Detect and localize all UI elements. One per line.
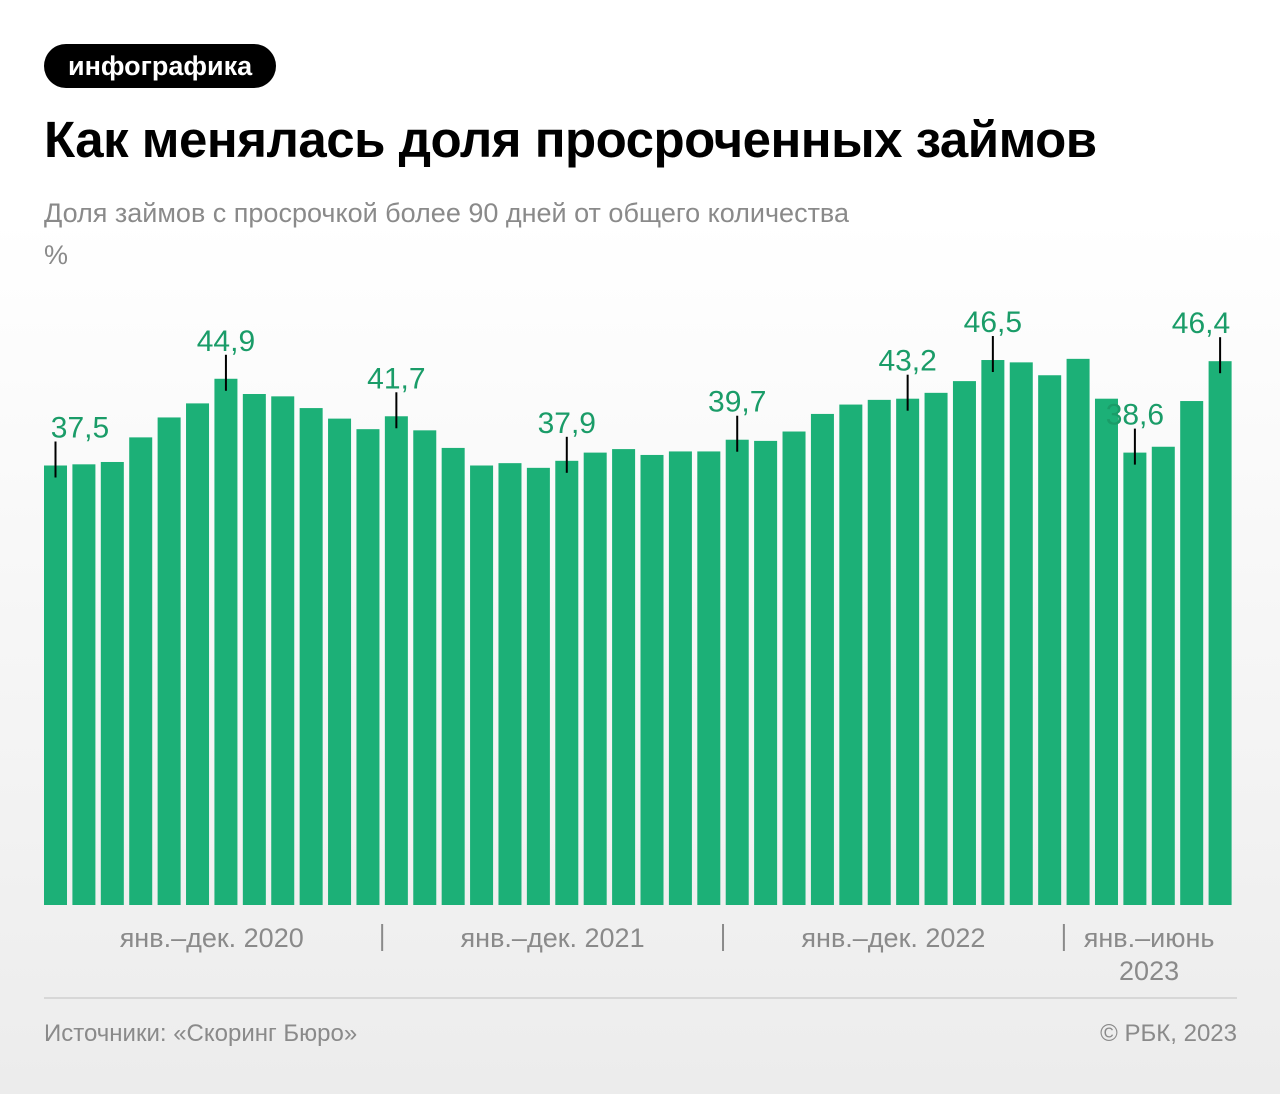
group-label: янв.–дек. 2020 <box>119 923 304 953</box>
value-label: 46,5 <box>964 306 1022 339</box>
bar <box>72 464 96 905</box>
value-label: 39,7 <box>708 386 766 419</box>
bar <box>839 404 863 905</box>
bar <box>271 396 295 905</box>
copyright: © РБК, 2023 <box>1100 1020 1237 1047</box>
bar <box>413 430 437 905</box>
value-label: 37,9 <box>538 407 596 440</box>
bar <box>612 449 636 905</box>
bar <box>867 399 891 905</box>
bar <box>1151 446 1175 905</box>
bar <box>697 451 721 905</box>
bar <box>356 429 380 905</box>
value-label: 41,7 <box>367 362 425 395</box>
bar <box>384 416 408 905</box>
bar <box>186 403 210 905</box>
bar <box>526 467 550 905</box>
bar <box>1066 358 1090 905</box>
bar <box>754 440 778 905</box>
bar <box>498 463 522 905</box>
group-label: янв.–дек. 2022 <box>801 923 986 953</box>
bar <box>441 447 465 905</box>
bar <box>640 454 664 905</box>
bar <box>299 408 323 905</box>
group-label: янв.–дек. 2021 <box>460 923 645 953</box>
bar <box>1038 375 1062 906</box>
bar <box>1009 362 1033 905</box>
bar <box>583 452 607 905</box>
bar <box>981 360 1005 905</box>
bar <box>100 461 124 905</box>
bar <box>470 465 494 905</box>
bar <box>725 439 749 905</box>
bar <box>782 431 806 905</box>
bar <box>242 394 266 905</box>
bar <box>668 451 692 905</box>
value-label: 43,2 <box>878 345 936 378</box>
bar <box>129 437 153 905</box>
bar <box>896 398 920 905</box>
bar <box>214 378 238 906</box>
bar <box>924 392 948 905</box>
value-label: 38,6 <box>1106 399 1164 432</box>
value-label: 44,9 <box>197 325 255 358</box>
unit-label: % <box>44 240 69 270</box>
value-label: 46,4 <box>1172 307 1230 340</box>
bar <box>555 460 579 905</box>
group-label: янв.–июнь 2023 <box>1083 923 1215 986</box>
subtitle: Доля займов с просрочкой более 90 дней о… <box>44 198 849 228</box>
bar <box>1123 452 1147 905</box>
value-label: 37,5 <box>51 412 109 445</box>
bar <box>157 417 181 905</box>
bar <box>1094 398 1118 905</box>
bar <box>952 381 976 906</box>
badge: инфографика <box>44 44 277 88</box>
chart-title: Как менялась доля просроченных займов <box>44 111 1097 168</box>
bar <box>1180 401 1204 905</box>
bar <box>1208 361 1232 905</box>
bar <box>810 413 834 905</box>
bar <box>44 465 68 905</box>
source: Источники: «Скоринг Бюро» <box>44 1020 358 1047</box>
bar <box>328 418 352 905</box>
